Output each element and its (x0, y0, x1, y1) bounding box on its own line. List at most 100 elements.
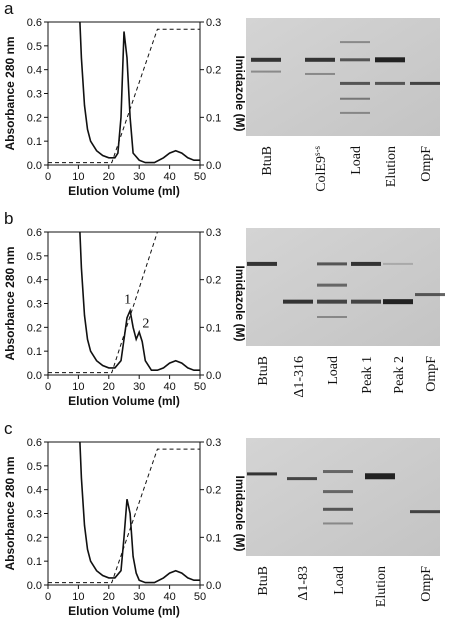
gel-band (251, 70, 281, 73)
gel (246, 228, 440, 346)
y-tick-label: 0.3 (27, 89, 42, 101)
gel-band (317, 316, 347, 318)
annotation: 1 (124, 293, 131, 308)
lane-label: Load (349, 146, 364, 175)
y-axis-label: Absorbance 280 nm (3, 36, 17, 150)
gel-band (340, 81, 370, 85)
gel-band (375, 81, 405, 85)
y-tick-label: 0.6 (27, 437, 42, 449)
gel-band (410, 81, 440, 85)
gel-band (305, 72, 335, 75)
lane-label: OmpF (419, 146, 434, 182)
lane-name: ColE9 (314, 156, 329, 192)
lane-label: Peak 2 (392, 356, 407, 394)
y-tick-label: 0.4 (27, 485, 42, 497)
lane-label: ColE9s-s (312, 146, 329, 192)
x-tick-label: 50 (194, 591, 206, 603)
series-line (48, 231, 200, 374)
y2-tick-label: 0.1 (206, 532, 221, 544)
series-line (79, 231, 200, 371)
lane-label: Elution (374, 566, 389, 607)
gel-band (365, 473, 395, 480)
x-tick-label: 10 (72, 381, 84, 393)
lane-name: Load (349, 146, 364, 175)
lane-label: Elution (384, 146, 399, 187)
x-tick-label: 10 (72, 591, 84, 603)
panel-label: b (4, 209, 13, 228)
lane-label: Load (326, 356, 341, 385)
gel-band (383, 262, 413, 265)
y-tick-label: 0.5 (27, 251, 42, 263)
lane-name: Δ1-83 (296, 566, 311, 601)
lane-name: Peak 1 (360, 356, 375, 394)
x-tick-label: 30 (133, 171, 145, 183)
gel-band (351, 299, 381, 304)
y2-tick-label: 0.1 (206, 322, 221, 334)
y2-axis-label: Imidazole (M) (233, 265, 247, 341)
gel-band (375, 57, 405, 63)
gel-band (340, 58, 370, 62)
lane-name: Elution (374, 566, 389, 607)
y-tick-label: 0.4 (27, 275, 42, 287)
gel-band (323, 470, 353, 474)
plot-frame (47, 441, 201, 586)
y-axis-label: Absorbance 280 nm (3, 246, 17, 360)
x-tick-label: 20 (103, 381, 115, 393)
gel-band (410, 510, 440, 514)
y2-tick-label: 0.2 (206, 65, 221, 77)
x-tick-label: 0 (45, 381, 51, 393)
y2-tick-label: 0.0 (206, 160, 221, 172)
y-tick-label: 0.2 (27, 532, 42, 544)
y-tick-label: 0.0 (27, 580, 42, 592)
x-tick-label: 30 (133, 381, 145, 393)
gel-band (415, 293, 445, 297)
y2-axis-label: Imidazole (M) (233, 475, 247, 551)
lane-name: OmpF (419, 566, 434, 602)
gel-band (383, 299, 413, 305)
lane-name: Load (326, 356, 341, 385)
y-tick-label: 0.5 (27, 41, 42, 53)
gel-band (317, 283, 347, 287)
y-tick-label: 0.6 (27, 17, 42, 29)
y-tick-label: 0.2 (27, 322, 42, 334)
lane-name: BtuB (260, 146, 275, 176)
x-tick-label: 0 (45, 591, 51, 603)
y2-tick-label: 0.1 (206, 112, 221, 124)
x-tick-label: 0 (45, 171, 51, 183)
gel-band (323, 507, 353, 511)
lane-name: BtuB (256, 356, 271, 386)
y2-axis-label: Imidazole (M) (233, 55, 247, 131)
y-tick-label: 0.1 (27, 136, 42, 148)
lane-label: BtuB (256, 356, 271, 386)
x-axis-label: Elution Volume (ml) (68, 604, 180, 618)
gel-band (340, 111, 370, 114)
y2-tick-label: 0.2 (206, 485, 221, 497)
x-axis-label: Elution Volume (ml) (68, 394, 180, 408)
x-tick-label: 50 (194, 381, 206, 393)
gel-band (351, 261, 381, 266)
gel (246, 18, 440, 136)
gel-band (287, 477, 317, 481)
y-tick-label: 0.5 (27, 461, 42, 473)
y-tick-label: 0.1 (27, 556, 42, 568)
x-tick-label: 40 (163, 591, 175, 603)
lane-name: BtuB (256, 566, 271, 596)
y-tick-label: 0.1 (27, 346, 42, 358)
series-line (79, 441, 200, 584)
x-tick-label: 40 (163, 171, 175, 183)
gel-band (251, 57, 281, 62)
gel-band (323, 490, 353, 494)
lane-label: OmpF (424, 356, 439, 392)
lane-name: Elution (384, 146, 399, 187)
y-tick-label: 0.3 (27, 509, 42, 521)
gel-band (340, 41, 370, 44)
x-tick-label: 40 (163, 381, 175, 393)
gel-band (317, 262, 347, 266)
x-tick-label: 20 (103, 171, 115, 183)
x-tick-label: 30 (133, 591, 145, 603)
series-line (79, 21, 200, 164)
y2-tick-label: 0.3 (206, 17, 221, 29)
y-tick-label: 0.0 (27, 160, 42, 172)
y-tick-label: 0.6 (27, 227, 42, 239)
